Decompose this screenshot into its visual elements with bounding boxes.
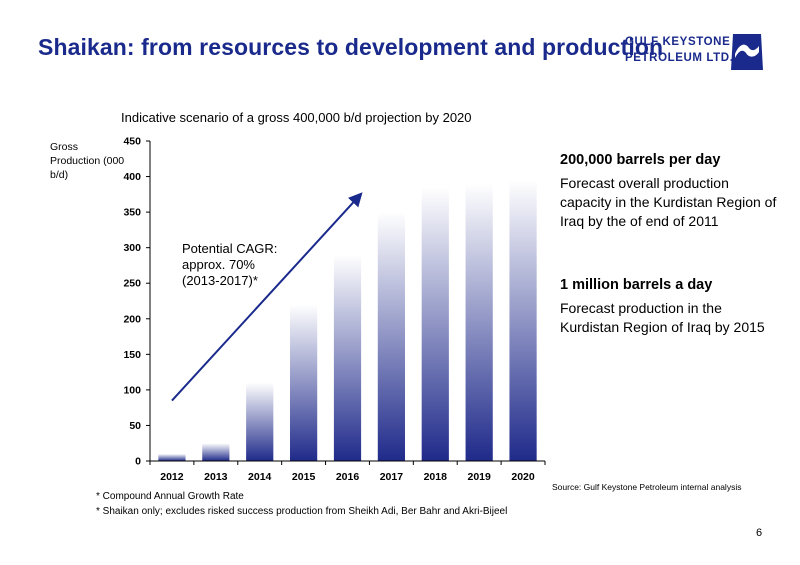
keystone-icon [731, 34, 763, 70]
cagr-line1: Potential CAGR: [182, 241, 278, 256]
bar-2013 [202, 443, 230, 461]
x-tick-label: 2013 [204, 471, 228, 483]
logo-line1: GULF KEYSTONE [625, 36, 731, 48]
y-tick-label: 250 [123, 278, 141, 290]
y-axis-label: Gross Production (000 b/d) [50, 141, 125, 181]
chart-title: Indicative scenario of a gross 400,000 b… [121, 110, 472, 125]
footnote-cagr: * Compound Annual Growth Rate [96, 491, 244, 502]
y-tick-label: 450 [123, 136, 141, 148]
company-logo: GULF KEYSTONE PETROLEUM LTD. [625, 28, 765, 76]
cagr-arrow [171, 192, 363, 402]
forecast-block: 1 million barrels a day Forecast product… [560, 277, 780, 337]
bar-2015 [290, 304, 318, 461]
bar-2019 [465, 183, 493, 461]
y-tick-label: 350 [123, 207, 141, 219]
x-tick-label: 2012 [160, 471, 184, 483]
bar-2012 [158, 453, 186, 461]
logo-line2: PETROLEUM LTD. [625, 52, 734, 64]
y-tick-label: 300 [123, 242, 141, 254]
capacity-block: 200,000 barrels per day Forecast overall… [560, 152, 780, 231]
source-note: Source: Gulf Keystone Petroleum internal… [552, 482, 742, 492]
x-tick-label: 2014 [248, 471, 272, 483]
cagr-line3: (2013-2017)* [182, 273, 258, 288]
cagr-line2: approx. 70% [182, 257, 255, 272]
y-tick-label: 400 [123, 171, 141, 183]
capacity-heading: 200,000 barrels per day [560, 152, 721, 168]
y-tick-label: 150 [123, 349, 141, 361]
y-tick-label: 50 [129, 420, 141, 432]
x-tick-label: 2019 [467, 471, 491, 483]
capacity-text: Forecast overall production capacity in … [560, 175, 777, 229]
cagr-annotation: Potential CAGR: approx. 70% (2013-2017)* [182, 241, 277, 289]
bar-2014 [246, 382, 274, 461]
y-tick-label: 0 [135, 456, 141, 468]
y-tick-label: 100 [123, 384, 141, 396]
bar-2018 [421, 187, 449, 461]
page-title: Shaikan: from resources to development a… [38, 34, 664, 60]
bar-2016 [333, 254, 362, 461]
x-tick-label: 2018 [424, 471, 448, 483]
y-tick-label: 200 [123, 313, 141, 325]
footnote-shaikan: * Shaikan only; excludes risked success … [96, 506, 508, 517]
x-tick-label: 2017 [380, 471, 404, 483]
forecast-text: Forecast production in the Kurdistan Reg… [560, 300, 765, 335]
forecast-heading: 1 million barrels a day [560, 277, 713, 293]
page-number: 6 [756, 527, 763, 539]
x-tick-label: 2020 [511, 471, 535, 483]
bar-2017 [377, 212, 405, 461]
x-tick-label: 2015 [292, 471, 316, 483]
x-tick-label: 2016 [336, 471, 360, 483]
bar-2020 [509, 180, 537, 461]
